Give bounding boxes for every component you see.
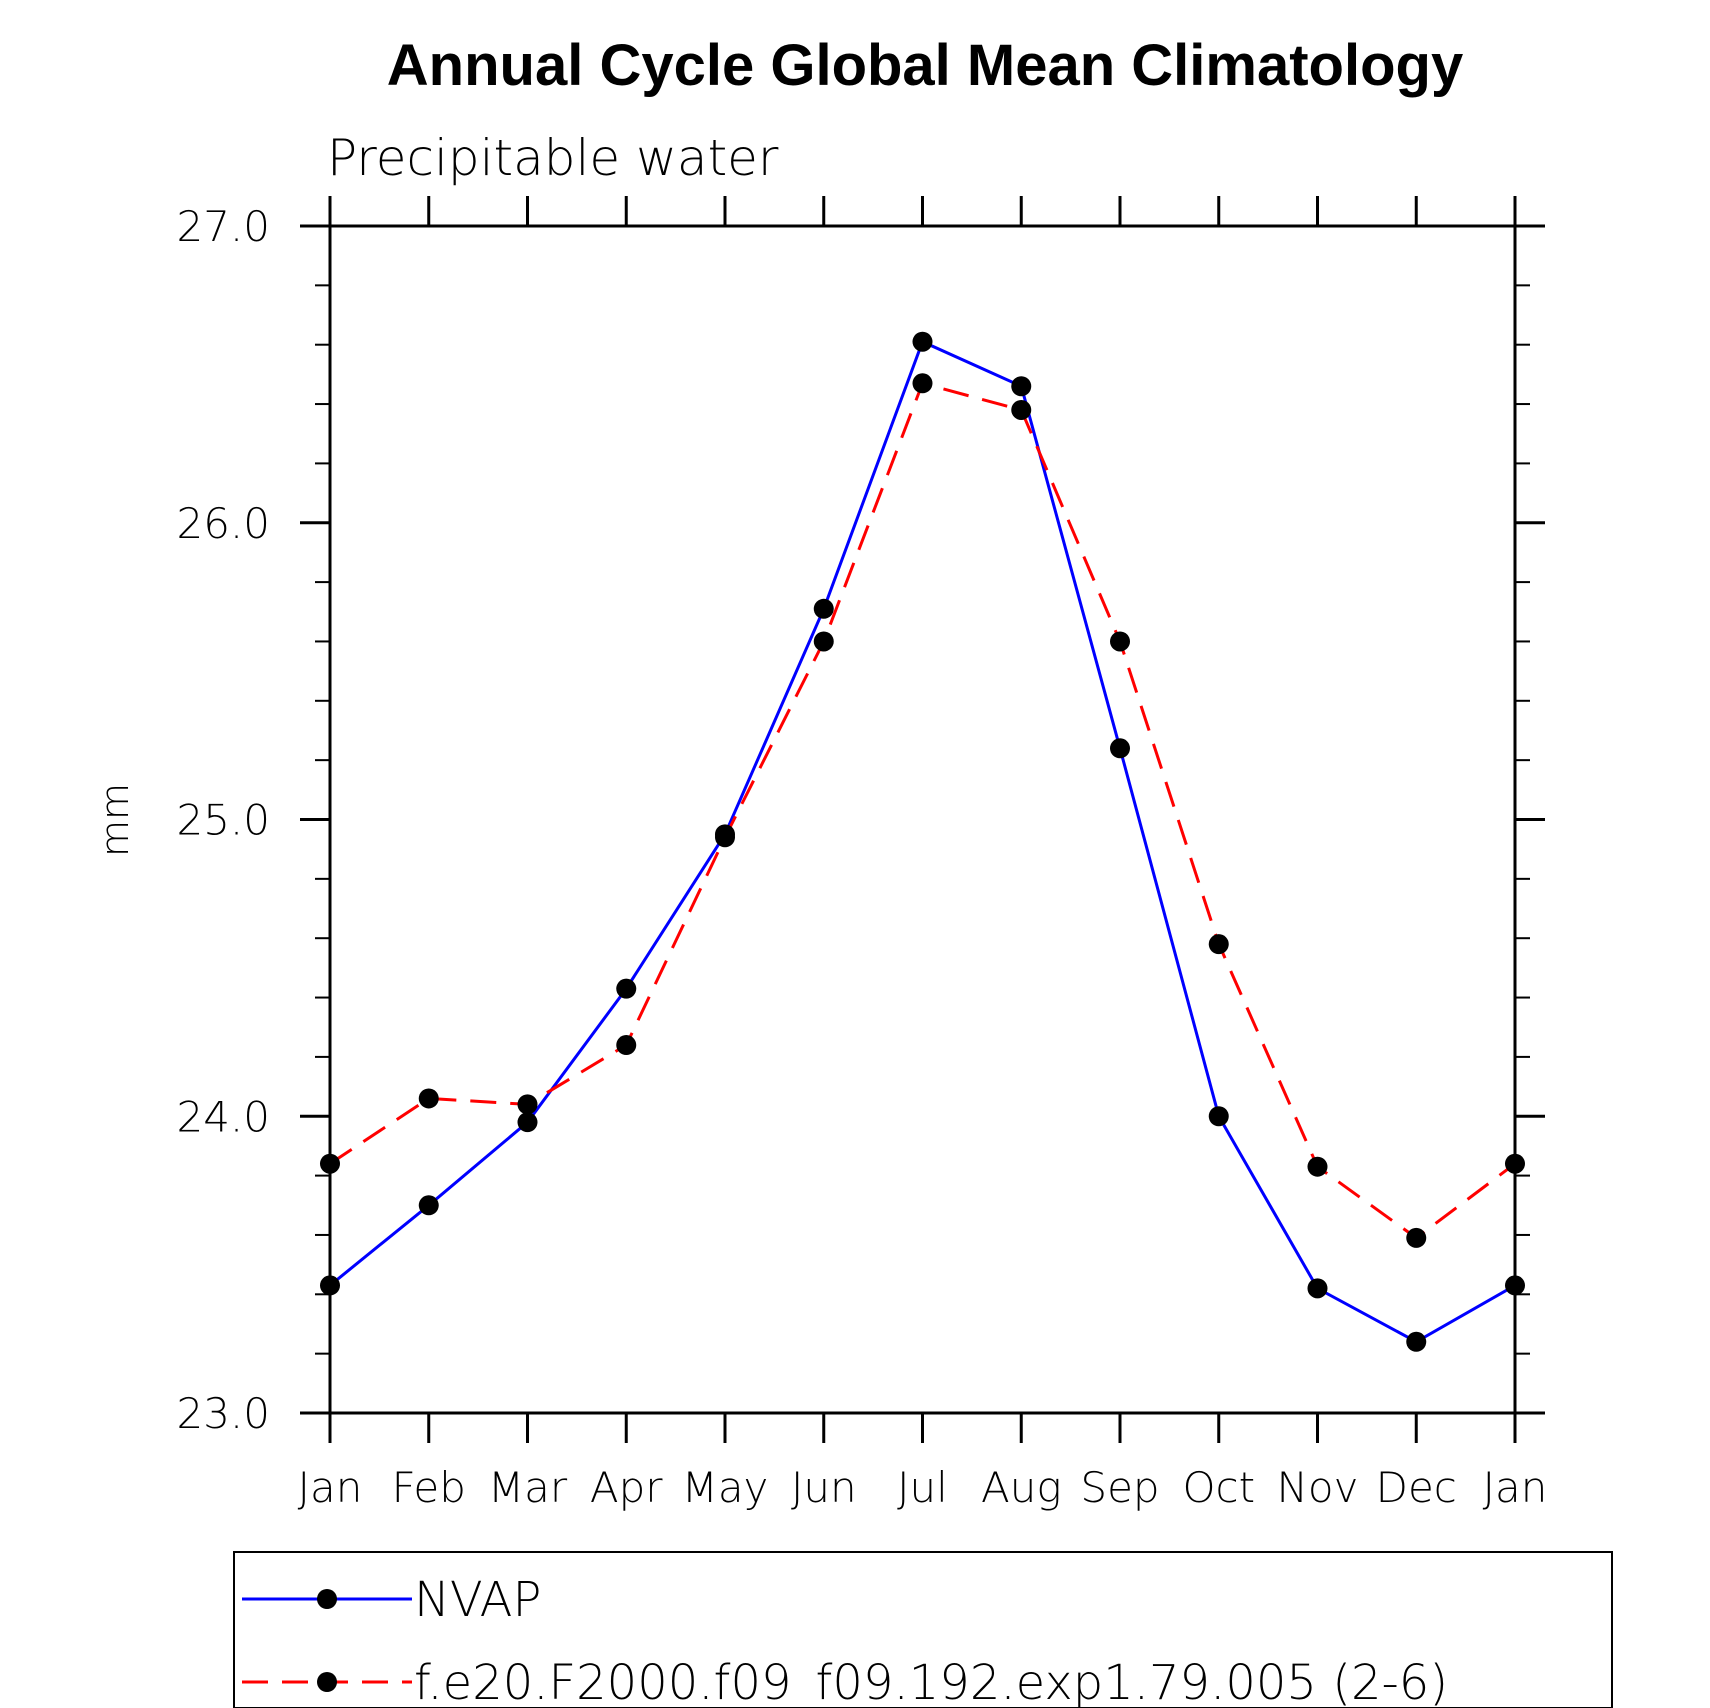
data-point-series-1 bbox=[1406, 1227, 1427, 1248]
x-tick-label: Aug bbox=[981, 1463, 1062, 1512]
data-point-series-1 bbox=[320, 1153, 340, 1174]
data-point-series-0 bbox=[813, 598, 834, 619]
y-tick-label: 25.0 bbox=[176, 796, 270, 845]
data-point-series-0 bbox=[616, 978, 637, 999]
data-point-series-0 bbox=[517, 1112, 538, 1133]
data-point-series-0 bbox=[1406, 1331, 1427, 1352]
data-point-series-1 bbox=[813, 631, 834, 652]
data-point-series-0 bbox=[320, 1275, 340, 1296]
data-point-series-1 bbox=[1011, 399, 1032, 420]
x-tick-label: Sep bbox=[1080, 1463, 1159, 1512]
data-point-series-1 bbox=[912, 373, 933, 394]
series-line-1 bbox=[329, 381, 1516, 1240]
legend-box bbox=[233, 1551, 1613, 1708]
data-point-series-1 bbox=[1208, 934, 1229, 955]
series-layer bbox=[320, 331, 1525, 1352]
plot-frame bbox=[328, 224, 1517, 1415]
data-point-series-0 bbox=[1307, 1278, 1328, 1299]
data-point-series-0 bbox=[418, 1195, 439, 1216]
chart-subtitle: Precipitable water bbox=[327, 129, 779, 187]
data-point-series-1 bbox=[1110, 631, 1130, 652]
legend-label-0: NVAP bbox=[414, 1572, 541, 1628]
x-tick-label: May bbox=[682, 1463, 769, 1512]
y-tick-label: 26.0 bbox=[176, 499, 270, 548]
chart-title: Annual Cycle Global Mean Climatology bbox=[387, 33, 1463, 98]
legend-label-1: f.e20.F2000.f09_f09.192.exp1.79.005 (2-6… bbox=[414, 1655, 1448, 1708]
x-tick-label: Dec bbox=[1376, 1463, 1457, 1512]
series-line-0 bbox=[329, 339, 1516, 1344]
y-tick-label: 27.0 bbox=[176, 202, 270, 251]
y-tick-labels: 23.0 24.0 25.0 26.0 27.0 bbox=[176, 202, 270, 1438]
data-point-series-0 bbox=[912, 331, 933, 352]
data-point-series-1 bbox=[517, 1094, 538, 1115]
legend-marker-1 bbox=[317, 1672, 337, 1692]
data-point-series-1 bbox=[715, 827, 735, 848]
data-point-series-1 bbox=[1505, 1153, 1525, 1174]
x-tick-label: Jan bbox=[298, 1463, 363, 1512]
x-tick-label: Feb bbox=[392, 1463, 466, 1512]
data-point-series-1 bbox=[1307, 1156, 1328, 1177]
x-tick-label: Jul bbox=[897, 1463, 948, 1512]
x-tick-label: Nov bbox=[1277, 1463, 1359, 1512]
x-tick-label: Jan bbox=[1483, 1463, 1548, 1512]
y-axis-label: mm bbox=[93, 783, 137, 857]
data-point-series-1 bbox=[418, 1088, 439, 1109]
x-tick-label: Oct bbox=[1182, 1463, 1255, 1512]
x-tick-labels: Jan Feb Mar Apr May Jun Jul Aug Sep Oct Nov Dec Jan bbox=[298, 1463, 1548, 1512]
legend: NVAP f.e20.F2000.f09_f09.192.exp1.79.005 … bbox=[242, 1572, 1448, 1708]
x-tick-label: Mar bbox=[488, 1463, 568, 1512]
data-point-series-0 bbox=[1110, 738, 1130, 759]
x-tick-label: Jun bbox=[791, 1463, 857, 1512]
data-point-series-0 bbox=[1505, 1275, 1525, 1296]
legend-marker-0 bbox=[317, 1589, 337, 1609]
axis-ticks bbox=[300, 196, 1545, 1443]
y-tick-label: 24.0 bbox=[176, 1092, 270, 1141]
y-tick-label: 23.0 bbox=[176, 1389, 270, 1438]
x-tick-label: Apr bbox=[590, 1463, 663, 1512]
data-point-series-0 bbox=[1208, 1106, 1229, 1127]
data-point-series-1 bbox=[616, 1035, 637, 1056]
data-point-series-0 bbox=[1011, 376, 1032, 397]
